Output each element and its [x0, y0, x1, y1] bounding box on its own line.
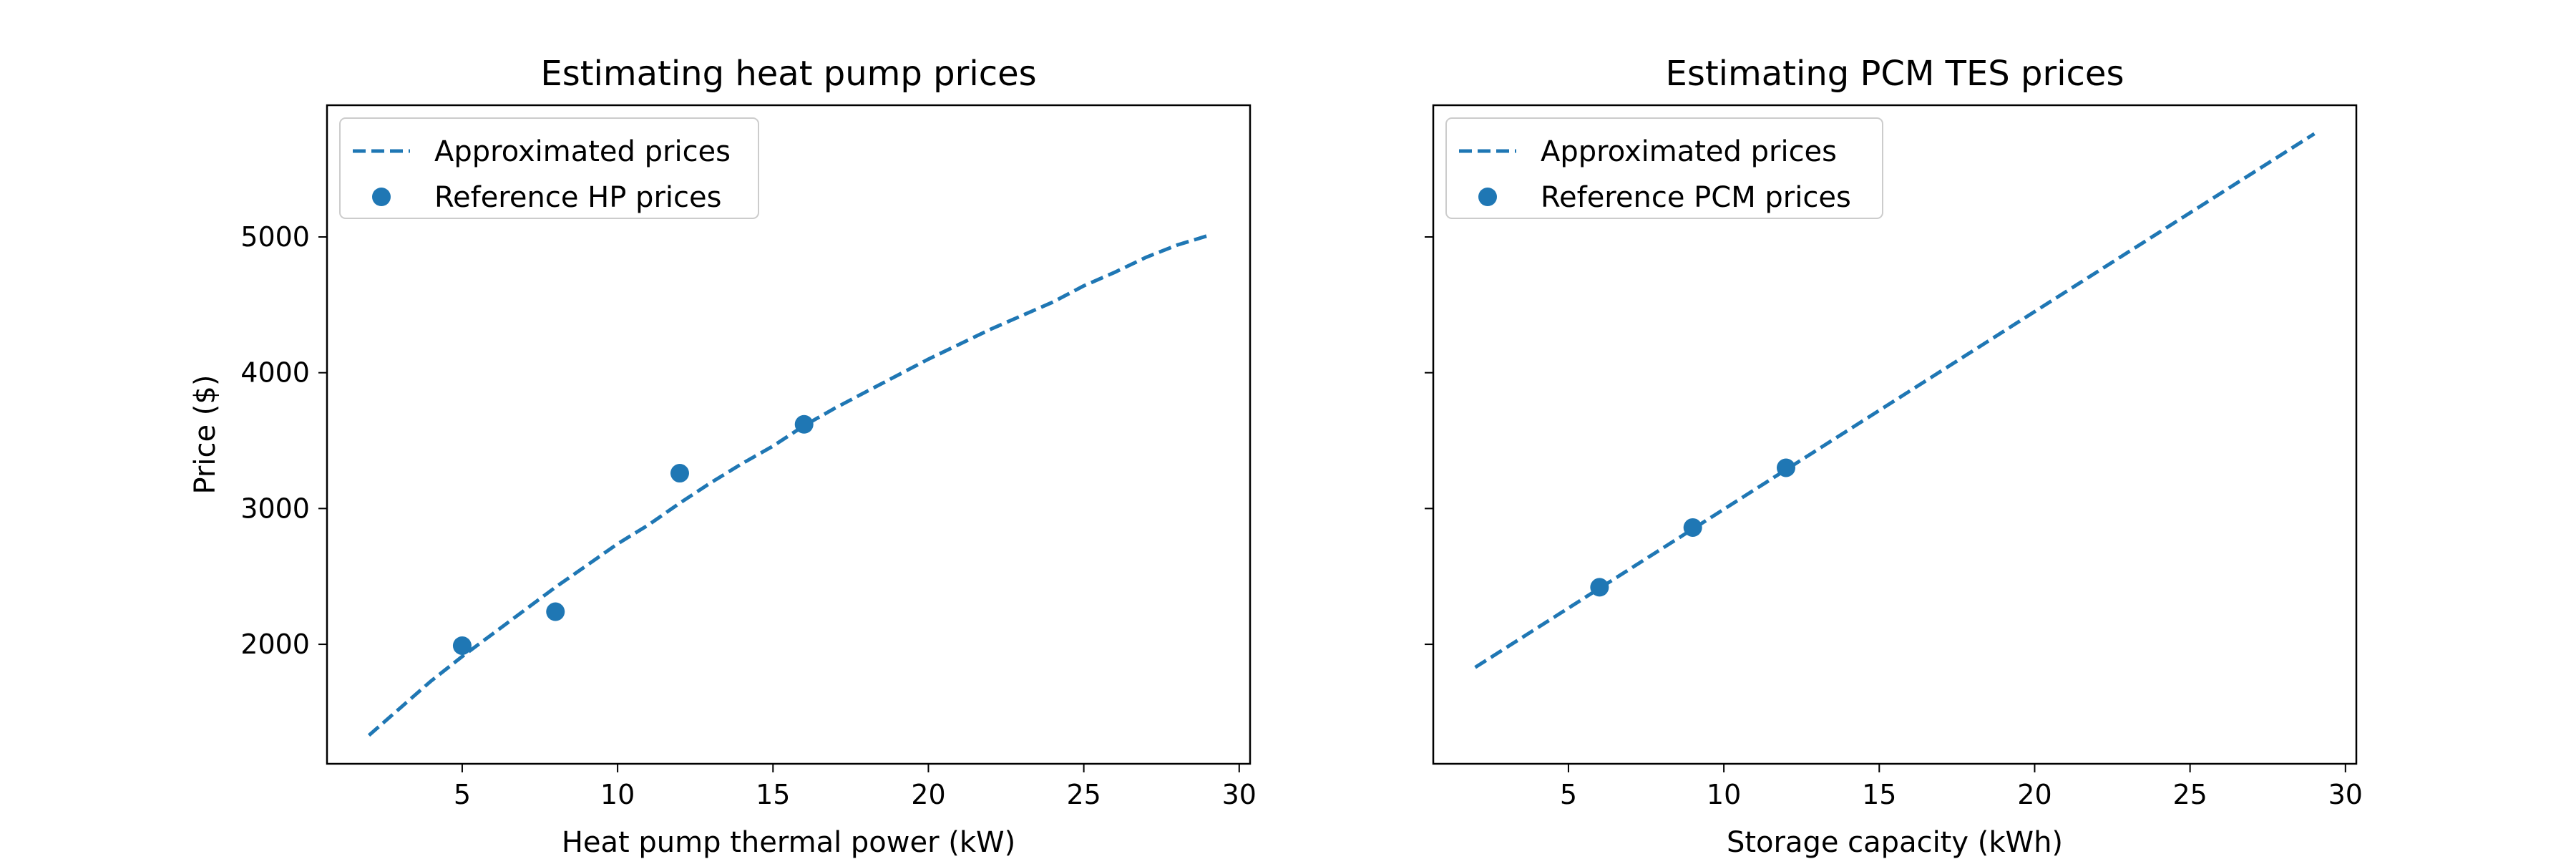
- x-axis-label: Heat pump thermal power (kW): [562, 826, 1015, 859]
- reference-price-point: [794, 414, 814, 434]
- reference-price-point: [1590, 578, 1609, 597]
- subplot-2: Estimating PCM TES prices 5 10 15 20 25 30 Stor…: [1425, 54, 2363, 859]
- legend-entry: Approximated prices: [1541, 135, 1837, 168]
- approximated-prices-line: [367, 233, 1209, 737]
- legend: Approximated prices Reference PCM prices: [1445, 117, 1883, 219]
- reference-price-point: [1683, 518, 1702, 537]
- x-tick-label: 20: [2017, 779, 2051, 810]
- x-tick-label: 10: [600, 779, 635, 810]
- approximated-prices-line: [1474, 132, 2316, 669]
- y-tick-label: 2000: [240, 629, 310, 660]
- legend-marker-swatch: [372, 188, 391, 206]
- x-axis-label: Storage capacity (kWh): [1727, 826, 2063, 859]
- legend-box: [339, 117, 759, 219]
- legend-marker-swatch: [1478, 188, 1497, 206]
- legend-box: [1445, 117, 1883, 219]
- x-tick-label: 30: [1222, 779, 1257, 810]
- reference-price-point: [452, 636, 472, 655]
- chart-title: Estimating heat pump prices: [540, 54, 1036, 94]
- x-tick-label: 25: [1066, 779, 1101, 810]
- x-tick-label: 20: [911, 779, 945, 810]
- subplots: Estimating heat pump prices 5 10 15 20 25 30 20…: [189, 54, 2363, 859]
- x-tick-label: 25: [2172, 779, 2207, 810]
- x-tick-label: 15: [1862, 779, 1896, 810]
- y-tick-label: 4000: [240, 357, 310, 389]
- legend-entry: Reference HP prices: [434, 181, 721, 214]
- legend-entry: Reference PCM prices: [1541, 181, 1851, 214]
- axes-frame: [326, 104, 1252, 765]
- y-tick-label: 5000: [240, 221, 310, 253]
- x-tick-label: 10: [1707, 779, 1741, 810]
- axes-frame: [1432, 104, 2358, 765]
- y-axis-label: Price ($): [189, 375, 222, 495]
- legend-entry: Approximated prices: [434, 135, 731, 168]
- x-tick-label: 30: [2328, 779, 2363, 810]
- reference-price-point: [1776, 458, 1795, 477]
- x-tick-label: 5: [1560, 779, 1577, 810]
- reference-price-point: [670, 464, 689, 483]
- chart-title: Estimating PCM TES prices: [1666, 54, 2124, 94]
- x-tick-label: 5: [454, 779, 471, 810]
- reference-price-point: [546, 602, 565, 621]
- legend: Approximated prices Reference HP prices: [339, 117, 759, 219]
- y-tick-label: 3000: [240, 492, 310, 524]
- subplot-1: Estimating heat pump prices 5 10 15 20 25 30 20…: [189, 54, 1257, 859]
- x-tick-label: 15: [756, 779, 790, 810]
